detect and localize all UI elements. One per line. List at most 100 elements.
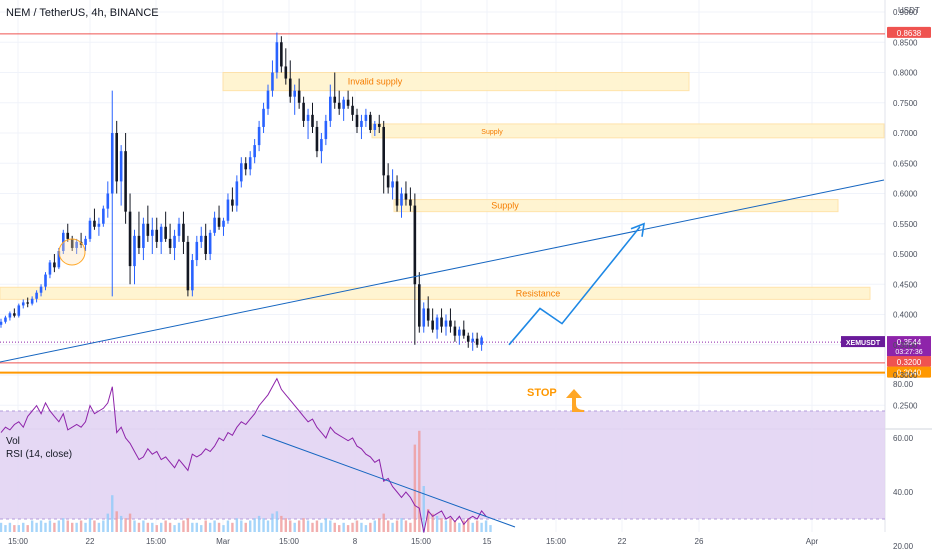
volume-bar <box>315 520 319 532</box>
candle-body <box>39 286 43 293</box>
volume-bar <box>88 518 92 532</box>
volume-bar <box>93 520 96 532</box>
candle-body <box>324 120 328 140</box>
price-tick-label: 0.8500 <box>893 38 918 47</box>
candle-body <box>480 337 483 345</box>
candle-body <box>391 181 394 188</box>
candle-body <box>231 199 234 206</box>
candle-body <box>35 292 38 299</box>
price-tick-label: 0.7000 <box>893 129 918 138</box>
volume-bar <box>333 522 336 532</box>
volume-bar <box>137 522 141 532</box>
volume-bar <box>4 525 7 532</box>
candle-body <box>466 335 470 342</box>
volume-bar <box>8 522 12 532</box>
volume-bar <box>22 522 25 532</box>
price-tick-label: 0.7500 <box>893 99 918 108</box>
volume-bar <box>351 522 354 532</box>
candle-body <box>262 108 265 127</box>
volume-bar <box>475 520 479 532</box>
price-levels[interactable]: 0.8638 0.3200 0.3040 XEMUSDT 0.3544 03:27:36 <box>0 26 931 378</box>
candle-body <box>351 105 354 115</box>
price-tick-label: 0.6500 <box>893 159 918 168</box>
volume-bar <box>173 525 176 532</box>
candle-body <box>151 229 154 236</box>
price-tick-label: 0.2500 <box>893 401 918 410</box>
candle-body <box>360 120 363 127</box>
volume-bar <box>151 522 154 532</box>
candle-body <box>75 241 78 248</box>
candle-body <box>186 241 190 291</box>
volume-bar <box>449 518 452 532</box>
candle-body <box>213 217 216 233</box>
candle-body <box>217 217 221 227</box>
stop-label: STOP <box>527 387 557 399</box>
candle-body <box>199 235 203 242</box>
volume-bar <box>26 525 29 532</box>
volume-bar <box>39 520 43 532</box>
time-tick-label: 15 <box>483 537 492 546</box>
volume-bar <box>168 522 172 532</box>
candle-body <box>222 220 225 227</box>
candle-body <box>244 163 248 170</box>
candle-body <box>431 320 434 330</box>
volume-label: Vol <box>6 436 20 447</box>
candle-body <box>288 78 292 97</box>
candle-body <box>70 238 74 248</box>
volume-bar <box>386 520 390 532</box>
volume-bar <box>311 522 314 532</box>
price-axis[interactable]: 0.9000 0.8500 0.8000 0.7500 0.7000 0.6500 0.60… <box>893 8 918 410</box>
current-price-tag <box>887 336 931 357</box>
volume-bar <box>395 520 399 532</box>
volume-bar <box>480 522 483 532</box>
candle-body <box>422 308 426 327</box>
level-tag-label: 0.3040 <box>897 369 922 378</box>
volume-bar <box>391 522 394 532</box>
rsi-tick-label: 20.00 <box>893 542 914 550</box>
time-axis[interactable]: 15:00 22 15:00 Mar 15:00 8 15:00 15 15:00 22 26 Apr <box>8 537 819 546</box>
volume-bar <box>329 520 332 532</box>
volume-bar <box>13 525 16 532</box>
candles <box>0 32 483 351</box>
candle-body <box>226 199 230 221</box>
rsi-axis[interactable]: 80.00 60.00 40.00 20.00 <box>893 380 914 551</box>
rsi-tick-label: 80.00 <box>893 380 914 389</box>
time-tick-label: 15:00 <box>279 537 300 546</box>
volume-bar <box>182 520 185 532</box>
volume-bar <box>355 520 359 532</box>
zone-label: Supply <box>481 129 503 136</box>
price-tick-label: 0.3000 <box>893 371 918 380</box>
candle-body <box>177 223 181 236</box>
price-trendline <box>0 179 885 363</box>
projection-path <box>508 226 641 346</box>
volume-bar <box>404 520 408 532</box>
candle-body <box>57 250 61 268</box>
time-tick-label: 22 <box>86 537 95 546</box>
drawings[interactable] <box>0 179 885 412</box>
countdown-label: 03:27:36 <box>895 349 922 356</box>
candle-body <box>21 302 25 306</box>
volume-bar <box>208 522 212 532</box>
candle-body <box>159 226 163 242</box>
rsi-label: RSI (14, close) <box>6 449 72 460</box>
volume-bar <box>382 513 385 532</box>
time-tick-label: Mar <box>216 537 230 546</box>
volume-bar <box>53 522 56 532</box>
symbol-tag-label: XEMUSDT <box>846 340 881 347</box>
volume-bar <box>57 520 61 532</box>
chart-title: NEM / TetherUS, 4h, BINANCE <box>6 7 159 19</box>
volume-bar <box>467 518 470 532</box>
zone-label: Supply <box>491 201 519 211</box>
supply-zones[interactable]: Invalid supply Supply Supply Resistance <box>0 72 885 300</box>
volume-bar <box>320 522 323 532</box>
time-tick-label: 15:00 <box>546 537 567 546</box>
volume-bar <box>48 520 52 532</box>
volume-bar <box>453 520 457 532</box>
volume-bar <box>266 520 270 532</box>
candle-body <box>426 308 430 321</box>
volume-bar <box>75 522 78 532</box>
volume-bar <box>489 525 492 532</box>
volume-bar <box>346 525 350 532</box>
volume-bar <box>84 522 87 532</box>
